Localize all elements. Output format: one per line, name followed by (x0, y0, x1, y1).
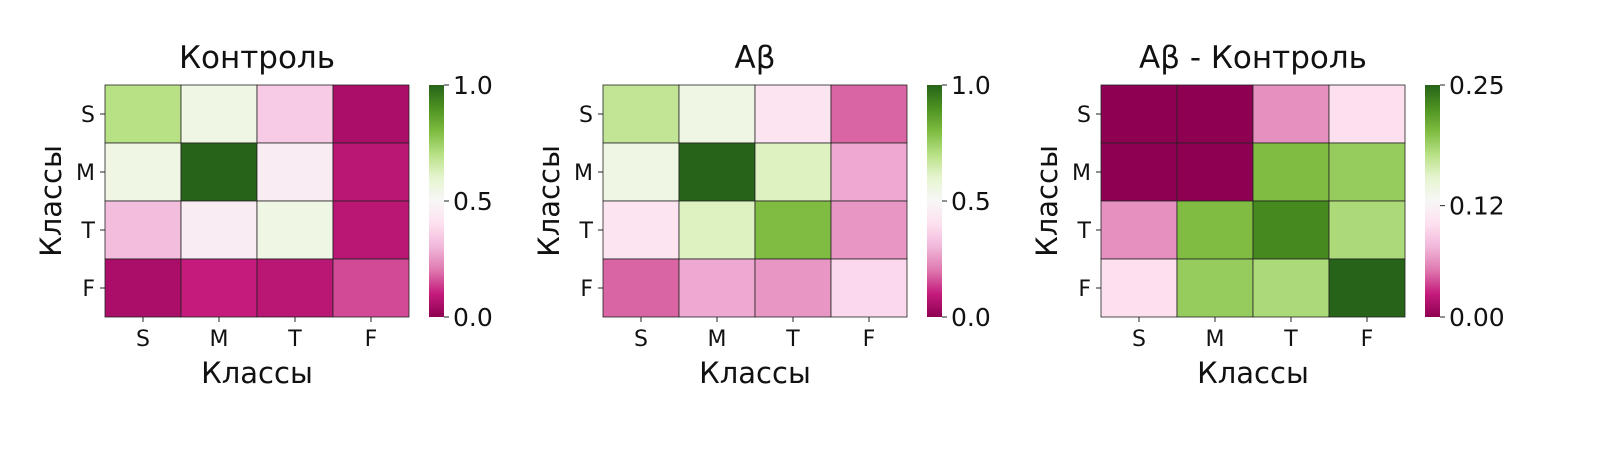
heatmap-cell (1328, 84, 1406, 144)
y-tick-label: S (579, 103, 593, 128)
colorbar (927, 85, 942, 317)
heatmap-cell (754, 142, 832, 202)
chart-title: Aβ - Контроль (1139, 40, 1367, 76)
y-tick-label: T (81, 219, 96, 244)
heatmap-cell (180, 258, 258, 318)
x-tick-label: S (634, 327, 648, 352)
heatmap-cell (1176, 258, 1254, 318)
colorbar-tick-label: 0.12 (1449, 192, 1505, 221)
heatmap-cell (1328, 142, 1406, 202)
heatmap-cell (678, 84, 756, 144)
x-tick-label: T (1283, 327, 1298, 352)
heatmap-cell (754, 84, 832, 144)
heatmap-cell (602, 142, 680, 202)
colorbar (1425, 85, 1440, 317)
heatmap-cell (180, 200, 258, 260)
heatmap-cell (754, 258, 832, 318)
heatmap-cell (332, 142, 410, 202)
chart-title: Контроль (179, 40, 335, 76)
x-tick-label: F (1361, 327, 1374, 352)
heatmap-cell (602, 200, 680, 260)
colorbar-tick-label: 0.5 (951, 187, 991, 216)
heatmap-cell (830, 142, 908, 202)
heatmap-cell (830, 258, 908, 318)
y-tick-label: M (76, 161, 95, 186)
colorbar-tick-label: 0.5 (453, 187, 493, 216)
heatmap-cell (180, 142, 258, 202)
y-tick-label: F (1078, 277, 1091, 302)
heatmap-cell (1328, 258, 1406, 318)
x-tick-label: M (1206, 327, 1225, 352)
heatmap-cell (678, 258, 756, 318)
y-axis-label: Классы (532, 145, 566, 257)
y-axis-label: Классы (34, 145, 68, 257)
y-tick-label: S (81, 103, 95, 128)
heatmap-cell (830, 84, 908, 144)
x-axis-label: Классы (201, 356, 313, 390)
heatmap-cell (678, 200, 756, 260)
heatmap-cell (104, 258, 182, 318)
x-tick-label: F (365, 327, 378, 352)
heatmap-cell (256, 200, 334, 260)
heatmap-cell (602, 84, 680, 144)
colorbar (429, 85, 444, 317)
heatmap-cell (830, 200, 908, 260)
colorbar-tick-label: 0.25 (1449, 71, 1505, 100)
heatmap-cell (1252, 258, 1330, 318)
heatmap-cell (754, 200, 832, 260)
colorbar-tick-label: 0.0 (951, 303, 991, 332)
heatmap-cell (256, 84, 334, 144)
y-tick-label: M (1072, 161, 1091, 186)
chart-title: Aβ (735, 40, 776, 76)
heatmap-cell (1100, 258, 1178, 318)
x-tick-label: S (1132, 327, 1146, 352)
heatmap-cell (104, 142, 182, 202)
y-axis-label: Классы (1030, 145, 1064, 257)
colorbar-tick-label: 1.0 (453, 71, 493, 100)
x-tick-label: F (863, 327, 876, 352)
heatmap-cell (1328, 200, 1406, 260)
x-axis-label: Классы (699, 356, 811, 390)
x-tick-label: T (287, 327, 302, 352)
heatmap-cell (1252, 84, 1330, 144)
heatmap-cell (1252, 200, 1330, 260)
x-axis-label: Классы (1197, 356, 1309, 390)
x-tick-label: T (785, 327, 800, 352)
heatmap-cell (1252, 142, 1330, 202)
heatmap-cell (104, 84, 182, 144)
colorbar-tick-label: 1.0 (951, 71, 991, 100)
y-tick-label: M (574, 161, 593, 186)
y-tick-label: T (1077, 219, 1092, 244)
colorbar-tick-label: 0.0 (453, 303, 493, 332)
colorbar-tick-label: 0.00 (1449, 303, 1505, 332)
heatmap-cell (104, 200, 182, 260)
heatmap-cell (678, 142, 756, 202)
x-tick-label: S (136, 327, 150, 352)
heatmap-cell (1100, 200, 1178, 260)
y-tick-label: T (579, 219, 594, 244)
heatmap-cell (332, 84, 410, 144)
y-tick-label: F (580, 277, 593, 302)
heatmap-cell (1176, 84, 1254, 144)
heatmap-cell (602, 258, 680, 318)
heatmap-cell (256, 258, 334, 318)
heatmap-cell (256, 142, 334, 202)
heatmap-cell (1100, 84, 1178, 144)
heatmap-cell (1100, 142, 1178, 202)
heatmap-cell (1176, 142, 1254, 202)
heatmap-cell (332, 258, 410, 318)
heatmap-cell (332, 200, 410, 260)
heatmap-cell (180, 84, 258, 144)
y-tick-label: F (82, 277, 95, 302)
x-tick-label: M (708, 327, 727, 352)
x-tick-label: M (210, 327, 229, 352)
y-tick-label: S (1077, 103, 1091, 128)
heatmap-cell (1176, 200, 1254, 260)
